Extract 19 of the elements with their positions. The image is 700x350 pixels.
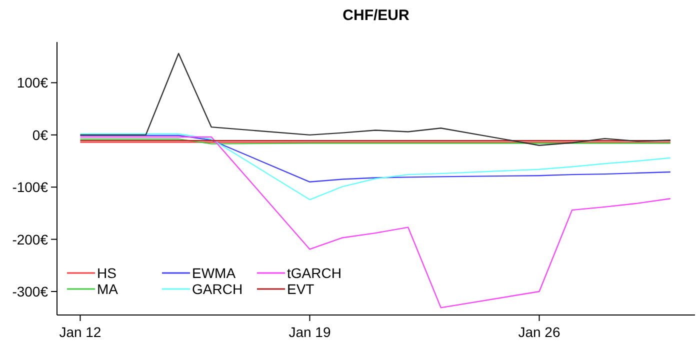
- line-series: [80, 136, 672, 308]
- x-tick-label: Jan 26: [518, 324, 560, 340]
- line-series: [80, 133, 672, 200]
- y-tick-label: -200€: [12, 231, 48, 248]
- y-tick-label: -300€: [12, 284, 48, 300]
- line-series: [80, 134, 672, 182]
- y-tick-label: 0€: [32, 126, 48, 143]
- legend-label: GARCH: [192, 281, 243, 297]
- legend-label: EVT: [287, 281, 315, 297]
- legend-label: tGARCH: [287, 265, 342, 281]
- chart-title: CHF/EUR: [342, 7, 410, 24]
- x-tick-label: Jan 12: [59, 324, 102, 340]
- y-tick-label: -100€: [12, 179, 48, 196]
- y-tick-label: 100€: [16, 74, 48, 91]
- legend-label: EWMA: [192, 265, 236, 281]
- x-tick-label: Jan 19: [288, 324, 331, 340]
- legend-label: MA: [97, 281, 119, 297]
- line-series: [80, 52, 672, 146]
- legend-label: HS: [97, 265, 116, 281]
